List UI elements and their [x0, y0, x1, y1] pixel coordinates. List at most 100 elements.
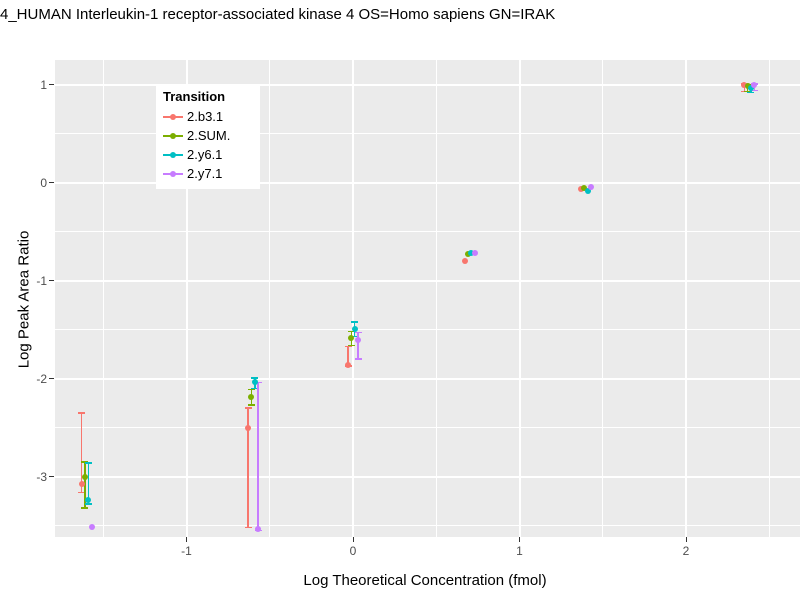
x-minor-gridline: [768, 60, 770, 537]
legend-key-dot: [170, 113, 176, 120]
data-point: [351, 325, 358, 332]
data-point: [744, 82, 751, 89]
y-major-gridline: [55, 279, 800, 282]
error-bar-cap: [84, 503, 92, 505]
legend-key-dot: [170, 132, 176, 139]
y-tick-mark: [49, 378, 54, 380]
error-bar: [87, 463, 90, 505]
error-bar-cap: [344, 345, 352, 348]
data-point: [248, 394, 255, 401]
data-point: [588, 183, 595, 190]
y-minor-gridline: [55, 329, 800, 331]
data-point: [348, 334, 355, 341]
error-bar: [84, 462, 86, 509]
y-major-gridline: [55, 181, 800, 184]
error-bar-cap: [247, 388, 255, 391]
data-point: [345, 362, 351, 369]
data-point: [461, 258, 468, 265]
y-tick-label: -3: [36, 469, 47, 484]
error-bar-cap: [81, 461, 89, 463]
y-major-gridline: [55, 377, 800, 380]
data-point: [471, 250, 478, 257]
legend-item: 2.b3.1: [163, 107, 253, 126]
x-tick-label: -1: [181, 544, 192, 558]
error-bar-cap: [347, 330, 355, 333]
legend: Transition 2.b3.1 2.SUM. 2.y6.1 2.y7.1: [156, 84, 260, 189]
y-axis-title: Log Peak Area Ratio: [15, 230, 33, 369]
error-bar-cap: [244, 526, 252, 529]
y-tick-mark: [49, 84, 54, 86]
data-point: [468, 250, 475, 257]
data-point: [85, 497, 92, 504]
data-point: [751, 81, 758, 88]
error-bar-cap: [78, 491, 86, 494]
error-bar-cap: [750, 89, 758, 92]
legend-label: 2.y7.1: [187, 166, 223, 181]
x-minor-gridline: [269, 60, 271, 537]
data-point: [88, 523, 95, 530]
error-bar-cap: [254, 381, 262, 384]
x-major-gridline: [352, 60, 354, 537]
y-tick-label: 0: [40, 175, 47, 190]
legend-key-icon: [163, 167, 183, 181]
legend-item: 2.y6.1: [163, 145, 253, 164]
data-point: [78, 480, 85, 487]
x-axis-title: Log Theoretical Concentration (fmol): [303, 572, 547, 589]
y-tick-label: 1: [40, 77, 47, 92]
y-tick-mark: [49, 280, 54, 282]
data-point: [255, 525, 262, 532]
error-bar-cap: [351, 321, 359, 323]
x-minor-gridline: [602, 60, 604, 537]
error-bar-cap: [354, 331, 362, 334]
legend-title: Transition: [163, 89, 226, 104]
error-bar-cap: [84, 462, 92, 464]
error-bar-cap: [251, 377, 259, 379]
y-major-gridline: [55, 475, 800, 478]
data-point: [245, 424, 252, 431]
data-point: [81, 473, 88, 480]
data-point: [747, 84, 754, 91]
legend-key-icon: [163, 148, 183, 162]
error-bar-cap: [247, 404, 255, 406]
legend-item: 2.SUM.: [163, 126, 253, 145]
legend-items: 2.b3.1 2.SUM. 2.y6.1 2.y7.1: [163, 107, 253, 183]
legend-key-dot: [170, 151, 176, 158]
error-bar-cap: [347, 344, 355, 347]
data-point: [464, 251, 471, 258]
error-bar-cap: [81, 507, 89, 509]
chart-title: 4_HUMAN Interleukin-1 receptor-associate…: [0, 6, 556, 23]
legend-key-icon: [163, 129, 183, 143]
data-point: [578, 185, 585, 192]
y-minor-gridline: [55, 427, 800, 429]
y-tick-mark: [49, 476, 54, 478]
x-tick-mark: [186, 537, 187, 542]
error-bar: [357, 332, 359, 360]
y-minor-gridline: [55, 231, 800, 233]
error-bar: [257, 382, 259, 531]
data-point: [584, 187, 591, 194]
y-tick-label: -2: [36, 371, 47, 386]
error-bar-cap: [354, 358, 362, 360]
legend-label: 2.y6.1: [187, 147, 223, 162]
data-point: [355, 336, 361, 343]
error-bar: [80, 413, 83, 493]
x-minor-gridline: [435, 60, 437, 537]
data-point: [251, 378, 258, 385]
legend-label: 2.SUM.: [187, 128, 231, 143]
error-bar-cap: [78, 412, 86, 414]
error-bar-cap: [244, 407, 252, 409]
x-major-gridline: [518, 60, 521, 537]
legend-key-dot: [170, 170, 176, 177]
error-bar-cap: [351, 335, 359, 338]
error-bar-cap: [747, 91, 755, 94]
data-point: [741, 81, 748, 88]
error-bar-cap: [251, 387, 259, 390]
error-bar: [347, 346, 349, 366]
x-tick-label: 1: [516, 544, 523, 558]
legend-item: 2.y7.1: [163, 164, 253, 183]
data-point: [581, 184, 588, 191]
y-major-gridline: [55, 83, 800, 86]
legend-label: 2.b3.1: [187, 109, 224, 124]
y-minor-gridline: [55, 133, 800, 135]
